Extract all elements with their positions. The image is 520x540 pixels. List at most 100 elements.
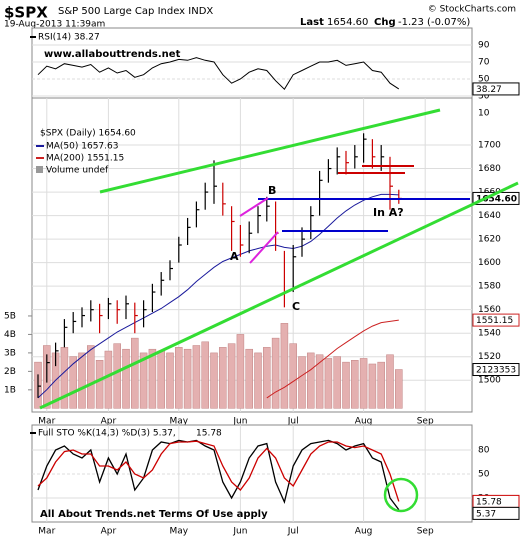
trend-annotations <box>39 108 519 513</box>
y-tick-label: 1640 <box>478 211 501 221</box>
volume-bar <box>386 354 394 409</box>
x-tick-label: Jun <box>232 417 247 427</box>
y-tick-label: 1620 <box>478 235 501 245</box>
volume-bar <box>175 347 183 409</box>
magenta-line <box>249 231 279 264</box>
x-tick-label: Sep <box>417 417 434 427</box>
volume-bar <box>95 360 104 409</box>
volume-bar <box>307 352 315 409</box>
y-tick-label: 80 <box>478 446 490 456</box>
legend-entry: MA(200) 1551.15 <box>46 154 124 164</box>
moving-average <box>266 319 399 399</box>
volume-bar <box>254 352 262 409</box>
volume-bar <box>351 360 359 409</box>
lower-channel <box>39 181 519 410</box>
y-tick-label: 30 <box>478 91 490 101</box>
x-tick-label: May <box>169 527 188 537</box>
legend: Full STO %K(14,3) %D(3) 5.37, <box>38 429 176 439</box>
volume-bar <box>219 347 227 409</box>
upper-channel <box>99 108 441 194</box>
value-label: 1654.60 <box>476 194 517 204</box>
x-tick-label: Jun <box>232 527 247 537</box>
y-tick-label: 50 <box>478 74 490 84</box>
legend-entry: Volume undef <box>46 166 109 176</box>
panel-frame <box>31 97 473 413</box>
line <box>37 439 400 511</box>
y-tick-label: 1700 <box>478 141 501 151</box>
annotation: All About Trends.net Terms Of Use apply <box>40 509 268 520</box>
volume-bar <box>324 358 333 409</box>
legend: 15.78 <box>196 429 222 439</box>
x-tick-label: Apr <box>101 527 117 537</box>
y-tick-label: 70 <box>478 57 490 67</box>
volume-bar <box>333 356 341 409</box>
annotation: A <box>230 250 239 263</box>
value-label-box <box>472 363 520 377</box>
y-tick-label: 10 <box>478 108 490 118</box>
value-label: 38.27 <box>476 85 502 95</box>
volume-bar <box>122 348 130 409</box>
line <box>37 440 400 502</box>
value-label: 5.37 <box>476 509 496 519</box>
x-tick-label: Sep <box>417 527 434 537</box>
y-tick-label: 1680 <box>478 164 501 174</box>
volume-bar <box>166 352 174 409</box>
volume-bar <box>139 352 148 409</box>
timestamp: 19-Aug-2013 11:39am <box>4 20 105 30</box>
volume-bar <box>87 345 95 409</box>
annotation: In A? <box>373 206 404 219</box>
volume-bar <box>78 352 86 409</box>
annotation: C <box>292 300 300 313</box>
volume-bar <box>236 334 245 409</box>
last-label: Last <box>300 17 324 28</box>
volume-tick-label: 1B <box>4 385 16 395</box>
change-value: -1.23 (-0.07%) <box>398 17 470 28</box>
highlight-circle <box>383 477 419 513</box>
volume-bar <box>280 323 289 409</box>
legend-title: $SPX (Daily) 1654.60 <box>40 129 136 139</box>
annotation: www.allabouttrends.net <box>44 49 181 60</box>
x-tick-label: Mar <box>38 527 55 537</box>
volume-bar <box>263 347 271 409</box>
volume-bar <box>113 343 121 409</box>
change-label: Chg <box>374 17 396 28</box>
volume-bar <box>192 345 201 409</box>
value-label-box <box>472 313 520 327</box>
volume-bar <box>60 347 69 409</box>
volume-bar <box>104 350 113 409</box>
moving-average <box>37 193 399 399</box>
volume-bar <box>148 348 157 409</box>
volume-tick-label: 3B <box>4 348 16 358</box>
volume-bar <box>395 369 403 409</box>
volume-bar <box>183 348 192 409</box>
y-tick-label: 1540 <box>478 329 501 339</box>
y-tick-label: 50 <box>478 470 490 480</box>
y-tick-label: 1500 <box>478 376 501 386</box>
legend: RSI(14) 38.27 <box>38 33 100 43</box>
magenta-line <box>239 197 269 217</box>
x-tick-label: Apr <box>101 417 117 427</box>
index-name: S&P 500 Large Cap Index INDX <box>58 6 213 17</box>
x-tick-label: Jul <box>287 417 299 427</box>
source: © StockCharts.com <box>428 5 516 15</box>
volume-bar <box>227 343 236 409</box>
legend-entry: MA(50) 1657.63 <box>46 142 118 152</box>
volume-bar <box>342 361 350 409</box>
value-label: 1551.15 <box>476 316 513 326</box>
y-tick-label: 90 <box>478 40 490 50</box>
y-tick-label: 1520 <box>478 352 501 362</box>
x-tick-label: Mar <box>38 417 55 427</box>
volume-bar <box>298 356 306 409</box>
volume-bar <box>377 361 385 409</box>
y-tick-label: 1600 <box>478 258 501 268</box>
volume-bar <box>315 354 324 409</box>
value-label-box <box>472 82 520 96</box>
volume-bar <box>69 356 77 409</box>
volume-bar <box>157 350 165 409</box>
x-tick-label: Aug <box>355 527 373 537</box>
x-tick-label: Jul <box>287 527 299 537</box>
value-label: 15.78 <box>476 497 502 507</box>
volume-tick-label: 5B <box>4 311 16 321</box>
last-value: 1654.60 <box>327 17 368 28</box>
y-tick-label: 1580 <box>478 282 501 292</box>
